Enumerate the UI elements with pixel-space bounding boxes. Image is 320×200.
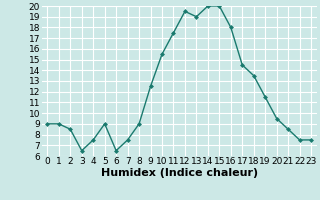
X-axis label: Humidex (Indice chaleur): Humidex (Indice chaleur) bbox=[100, 168, 258, 178]
